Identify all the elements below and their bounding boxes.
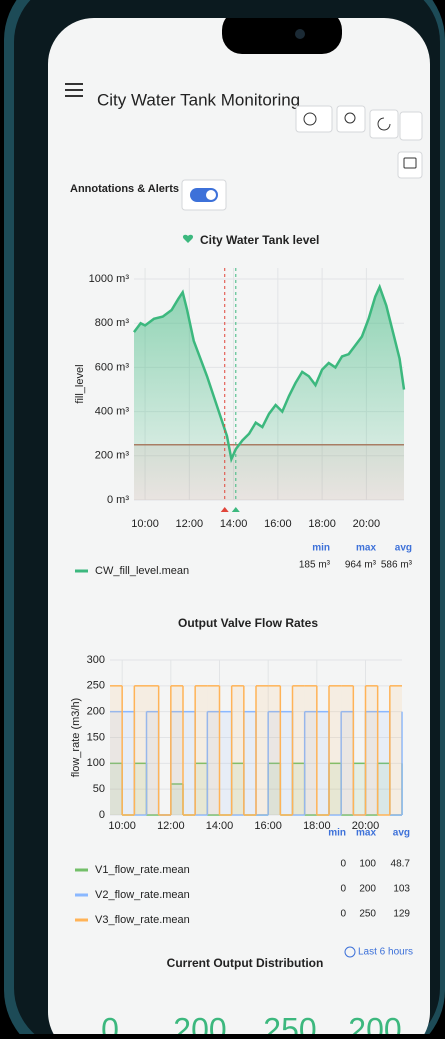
legend-stat: 0 — [340, 884, 346, 895]
legend-stat: 0 — [340, 909, 346, 920]
legend-swatch — [75, 919, 88, 922]
y-tick-label: 100 — [87, 757, 105, 769]
camera — [295, 29, 305, 39]
gauge-value: 0 — [101, 1011, 119, 1034]
y-tick-label: 1000 m³ — [89, 273, 130, 285]
x-tick-label: 14:00 — [206, 820, 234, 832]
refresh-interval-button[interactable] — [400, 112, 422, 140]
phone-screenshot: City Water Tank Monitoring Annotations &… — [0, 0, 445, 1034]
legend-label: CW_fill_level.mean — [95, 565, 189, 577]
y-tick-label: 200 m³ — [95, 450, 130, 462]
x-tick-label: 20:00 — [353, 518, 381, 530]
step-fill — [220, 712, 232, 815]
y-tick-label: 150 — [87, 731, 105, 743]
toggle-label: Annotations & Alerts — [70, 183, 179, 195]
step-fill — [280, 712, 292, 815]
x-tick-label: 18:00 — [303, 820, 331, 832]
x-tick-label: 10:00 — [131, 518, 159, 530]
menu-bar — [65, 83, 83, 85]
step-fill — [183, 712, 195, 815]
legend-column-header: avg — [393, 828, 410, 839]
y-tick-label: 0 — [99, 809, 105, 821]
refresh-button[interactable] — [370, 110, 398, 138]
step-fill — [366, 686, 378, 815]
x-tick-label: 16:00 — [254, 820, 282, 832]
step-fill — [171, 686, 183, 815]
step-fill — [195, 686, 207, 815]
step-fill — [122, 712, 134, 815]
legend-stat: 129 — [393, 909, 410, 920]
legend-swatch — [75, 570, 88, 573]
y-axis-label: fill_level — [74, 364, 86, 403]
legend-swatch — [75, 869, 88, 872]
x-tick-label: 16:00 — [264, 518, 292, 530]
gauge-value: 200 — [173, 1011, 226, 1034]
step-fill — [329, 686, 341, 815]
legend-swatch — [75, 894, 88, 897]
legend-label: V1_flow_rate.mean — [95, 864, 190, 876]
legend-stat: 964 m³ — [345, 560, 377, 571]
panel-title: Output Valve Flow Rates — [178, 616, 318, 630]
step-fill — [390, 686, 402, 815]
legend-column-header: max — [356, 828, 376, 839]
gauge-value: 250 — [263, 1011, 316, 1034]
x-tick-label: 14:00 — [220, 518, 248, 530]
legend-stat: 586 m³ — [381, 560, 413, 571]
step-fill — [268, 686, 280, 815]
y-axis-label: flow_rate (m3/h) — [70, 698, 82, 777]
y-tick-label: 200 — [87, 706, 105, 718]
page: City Water Tank Monitoring Annotations &… — [0, 0, 445, 1034]
zoom-out-button[interactable] — [337, 106, 365, 132]
y-tick-label: 800 m³ — [95, 317, 130, 329]
legend-stat: 103 — [393, 884, 410, 895]
legend-label: V3_flow_rate.mean — [95, 914, 190, 926]
step-fill — [207, 686, 219, 815]
legend-stat: 185 m³ — [299, 560, 331, 571]
panel-title: Current Output Distribution — [167, 956, 324, 970]
y-tick-label: 600 m³ — [95, 361, 130, 373]
step-fill — [244, 712, 256, 815]
y-tick-label: 250 — [87, 680, 105, 692]
dashboard-title: City Water Tank Monitoring — [97, 90, 300, 109]
legend-stat: 0 — [340, 859, 346, 870]
x-tick-label: 10:00 — [108, 820, 136, 832]
step-fill — [293, 686, 305, 815]
panel-title: City Water Tank level — [200, 233, 319, 247]
time-picker-button[interactable] — [296, 106, 332, 132]
step-fill — [110, 686, 122, 815]
menu-bar — [65, 89, 83, 91]
tv-mode-button[interactable] — [398, 152, 422, 178]
menu-bar — [65, 95, 83, 97]
legend-column-header: avg — [395, 543, 412, 554]
y-tick-label: 0 m³ — [107, 494, 129, 506]
step-fill — [341, 686, 353, 815]
step-fill — [147, 686, 159, 815]
toggle-switch[interactable] — [190, 188, 218, 202]
step-fill — [134, 686, 146, 815]
x-tick-label: 12:00 — [176, 518, 204, 530]
legend-stat: 200 — [359, 884, 376, 895]
legend-column-header: min — [328, 828, 346, 839]
toggle-knob — [206, 190, 216, 200]
legend-label: V2_flow_rate.mean — [95, 889, 190, 901]
legend-stat: 250 — [359, 909, 376, 920]
step-fill — [378, 712, 390, 815]
legend-column-header: min — [312, 543, 330, 554]
legend-stat: 48.7 — [391, 859, 411, 870]
legend-column-header: max — [356, 543, 376, 554]
step-fill — [232, 686, 244, 815]
y-tick-label: 50 — [93, 783, 105, 795]
step-fill — [353, 763, 365, 815]
step-fill — [305, 686, 317, 815]
x-tick-label: 12:00 — [157, 820, 185, 832]
y-tick-label: 400 m³ — [95, 406, 130, 418]
step-fill — [256, 686, 268, 815]
step-fill — [317, 712, 329, 815]
x-tick-label: 18:00 — [308, 518, 336, 530]
gauge-value: 200 — [348, 1011, 401, 1034]
time-range-link[interactable]: Last 6 hours — [358, 947, 413, 958]
legend-stat: 100 — [359, 859, 376, 870]
y-tick-label: 300 — [87, 654, 105, 666]
